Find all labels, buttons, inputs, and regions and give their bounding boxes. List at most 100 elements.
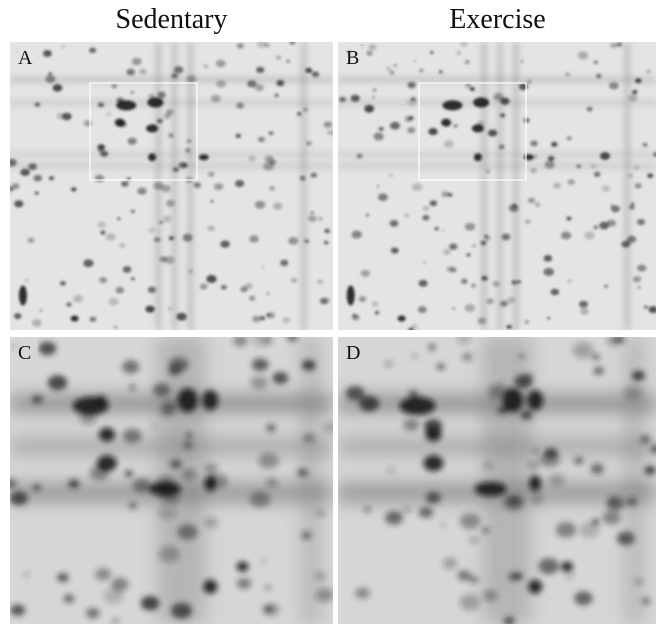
gel-spot [550, 288, 560, 296]
gel-spot [430, 51, 434, 54]
gel-spot [428, 344, 436, 350]
gel-spot [10, 491, 28, 506]
gel-spot [168, 365, 181, 376]
gel-spot [323, 121, 333, 128]
gel-spot [423, 455, 444, 472]
gel-spot [480, 240, 487, 246]
gel-spot [11, 183, 20, 190]
gel-spot [449, 243, 458, 250]
gel-spot [126, 68, 136, 76]
gel-spot [543, 255, 553, 262]
gel-spot [248, 155, 256, 162]
gel-spot [422, 215, 430, 221]
gel-spot [204, 463, 218, 474]
gel-spot [604, 284, 609, 288]
gel-spot [456, 51, 462, 55]
gel-spot [182, 440, 194, 450]
gel-spot [601, 185, 610, 192]
gel-spot [418, 506, 434, 518]
gel-spot [159, 221, 163, 224]
gel-spot [549, 474, 565, 486]
gel-spot [644, 465, 656, 475]
gel-spot [27, 237, 35, 243]
gel-spot [547, 155, 555, 161]
gel-spot [456, 337, 472, 345]
gel-spot [276, 80, 285, 87]
gel-spot [530, 140, 538, 147]
gel-spot [501, 233, 511, 241]
gel-smear [300, 337, 321, 624]
gel-spot [623, 385, 643, 400]
gel-spot [28, 163, 37, 171]
gel-spot [564, 571, 575, 579]
gel-spot [355, 587, 370, 599]
gel-spot [185, 148, 191, 153]
gel-spot [206, 275, 217, 283]
gel-spot [609, 497, 615, 503]
gel-smear [624, 337, 645, 624]
gel-spot [484, 235, 491, 241]
gel-spot [635, 78, 642, 84]
gel-spot [97, 221, 106, 228]
gel-spot [146, 124, 159, 133]
gel-spot [525, 219, 531, 224]
gel-spot [452, 307, 456, 310]
gel-spot [364, 507, 371, 512]
gel-spot [137, 187, 147, 195]
gel-spot [25, 279, 29, 282]
gel-spot [89, 47, 97, 53]
gel-spot [139, 68, 147, 75]
gel-spot [591, 353, 601, 361]
gel-spot [303, 433, 315, 443]
gel-spot [96, 455, 117, 472]
gel-spot [211, 94, 221, 103]
gel-spot [244, 282, 253, 290]
gel-spot [356, 153, 363, 159]
gel-spot [412, 183, 423, 192]
gel-spot [528, 579, 543, 594]
gel-spot [10, 604, 26, 616]
gel-spot [165, 109, 174, 116]
gel-spot [520, 60, 524, 63]
spot-group [10, 337, 333, 624]
gel-spot [106, 112, 111, 116]
gel-spot [182, 163, 188, 168]
gel-spot [593, 366, 605, 375]
gel-spot [378, 126, 384, 131]
gel-spot [413, 60, 417, 63]
gel-spot [117, 217, 121, 220]
gel-spot [34, 102, 41, 107]
gel-spot [590, 164, 597, 169]
gel-panel: D [338, 337, 656, 624]
gel-spot [249, 491, 271, 508]
gel-spot [234, 179, 245, 188]
gel-spot [308, 215, 317, 222]
gel-spot [23, 572, 30, 577]
label-backdrop [342, 46, 366, 70]
gel-spot [530, 168, 537, 173]
gel-spot [159, 256, 167, 263]
gel-spot [388, 173, 394, 177]
gel-spot [407, 81, 416, 89]
gel-spot [273, 202, 283, 210]
gel-spot [18, 285, 27, 306]
gel-spot [72, 396, 109, 415]
gel-spot [580, 308, 589, 315]
gel-spot [111, 577, 129, 591]
gel-spot [573, 457, 584, 465]
gel-spot [576, 164, 582, 169]
gel-spot [38, 341, 57, 356]
gel-spot [579, 522, 600, 538]
gel-spot [130, 277, 135, 281]
gel-spot [459, 594, 481, 611]
gel-spot [517, 280, 522, 284]
gel-spot [500, 97, 510, 105]
gel-spot [10, 158, 17, 167]
gel-spot [503, 616, 515, 624]
gel-spot [57, 573, 69, 582]
gel-spot [148, 93, 155, 99]
gel-spot [440, 523, 446, 528]
gel-spot [635, 579, 643, 585]
gel-spot [511, 280, 518, 285]
gel-spot [510, 496, 519, 503]
